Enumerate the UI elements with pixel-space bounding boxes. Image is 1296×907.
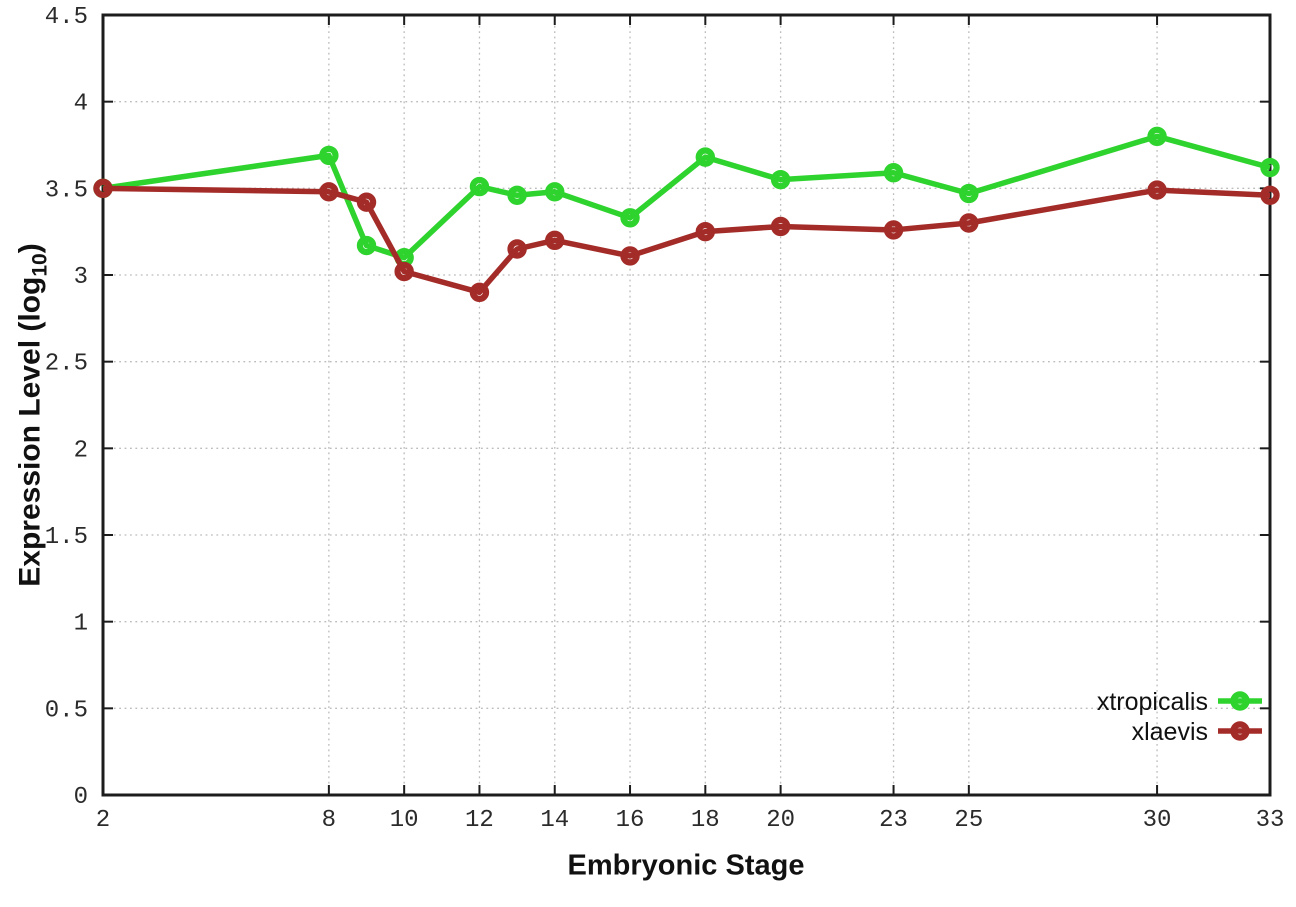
y-tick-label: 0 (74, 784, 88, 811)
plot-border-layer (101, 13, 1272, 797)
series-layer (93, 126, 1280, 303)
data-point-xlaevis (469, 282, 490, 303)
data-point-xtropicalis (1147, 126, 1167, 147)
data-point-xlaevis (319, 182, 339, 202)
tick-label-layer: 2 8 10 12 14 16 18 20 23 25 30 33 0 0.5 1 1.5 2 2.5 3 3.5 4 4… (45, 4, 1285, 834)
x-tick-label: 2 (96, 807, 110, 834)
y-axis-title-subscript: 10 (28, 253, 52, 277)
x-tick-label: 33 (1256, 807, 1285, 834)
series-line-xlaevis (102, 185, 1271, 296)
data-point-xtropicalis (959, 183, 979, 204)
x-tick-label: 30 (1143, 807, 1172, 834)
y-tick-label: 4.5 (45, 4, 88, 31)
data-point-xtropicalis (695, 147, 716, 167)
y-tick-label: 2 (74, 437, 88, 464)
data-point-xtropicalis (620, 208, 640, 228)
y-tick-label: 3 (74, 264, 88, 291)
data-point-xlaevis (93, 178, 113, 199)
x-tick-label: 8 (322, 807, 336, 834)
data-point-xtropicalis (507, 185, 527, 205)
data-point-xlaevis (507, 239, 527, 259)
x-tick-label: 20 (766, 807, 795, 834)
tick-mark-layer (102, 14, 1271, 796)
legend-marker-xtropicalis (1230, 691, 1250, 711)
legend-label-xlaevis: xlaevis (1132, 718, 1208, 746)
legend-marker-xlaevis (1230, 721, 1250, 741)
y-tick-label: 1 (74, 611, 88, 638)
data-point-xlaevis (770, 216, 791, 237)
data-point-xlaevis (883, 220, 904, 240)
data-point-xtropicalis (770, 169, 791, 190)
data-point-xlaevis (1147, 180, 1167, 200)
grid-layer (103, 15, 1270, 795)
y-axis-title-close: ) (13, 243, 47, 254)
x-tick-label: 25 (954, 807, 983, 834)
data-point-xlaevis (1260, 185, 1280, 205)
x-axis-title: Embryonic Stage (567, 849, 805, 882)
data-point-xtropicalis (545, 182, 565, 202)
data-point-xlaevis (620, 246, 640, 266)
x-tick-label: 23 (879, 807, 908, 834)
plot-border (101, 13, 1272, 797)
data-point-xlaevis (356, 192, 377, 212)
y-tick-label: 2.5 (45, 351, 88, 378)
x-tick-label: 14 (540, 807, 569, 834)
data-point-xlaevis (394, 261, 414, 282)
x-tick-label: 10 (390, 807, 419, 834)
data-point-xtropicalis (356, 235, 377, 256)
y-tick-label: 0.5 (45, 697, 88, 724)
x-tick-label: 16 (616, 807, 645, 834)
y-tick-label: 4 (74, 91, 88, 118)
y-tick-label: 3.5 (45, 177, 88, 204)
y-axis-title-main: Expression Level (log (13, 276, 47, 587)
legend-label-xtropicalis: xtropicalis (1097, 688, 1208, 716)
data-point-xlaevis (959, 213, 979, 233)
x-tick-label: 18 (691, 807, 720, 834)
data-point-xlaevis (695, 221, 716, 242)
data-point-xlaevis (545, 230, 565, 251)
data-point-xtropicalis (883, 163, 904, 183)
data-point-xtropicalis (1260, 157, 1280, 178)
y-axis-title: Expression Level (log10) (14, 243, 53, 586)
y-tick-label: 1.5 (45, 524, 88, 551)
data-point-xtropicalis (319, 145, 339, 166)
data-point-xtropicalis (469, 176, 490, 197)
x-tick-label: 12 (465, 807, 494, 834)
